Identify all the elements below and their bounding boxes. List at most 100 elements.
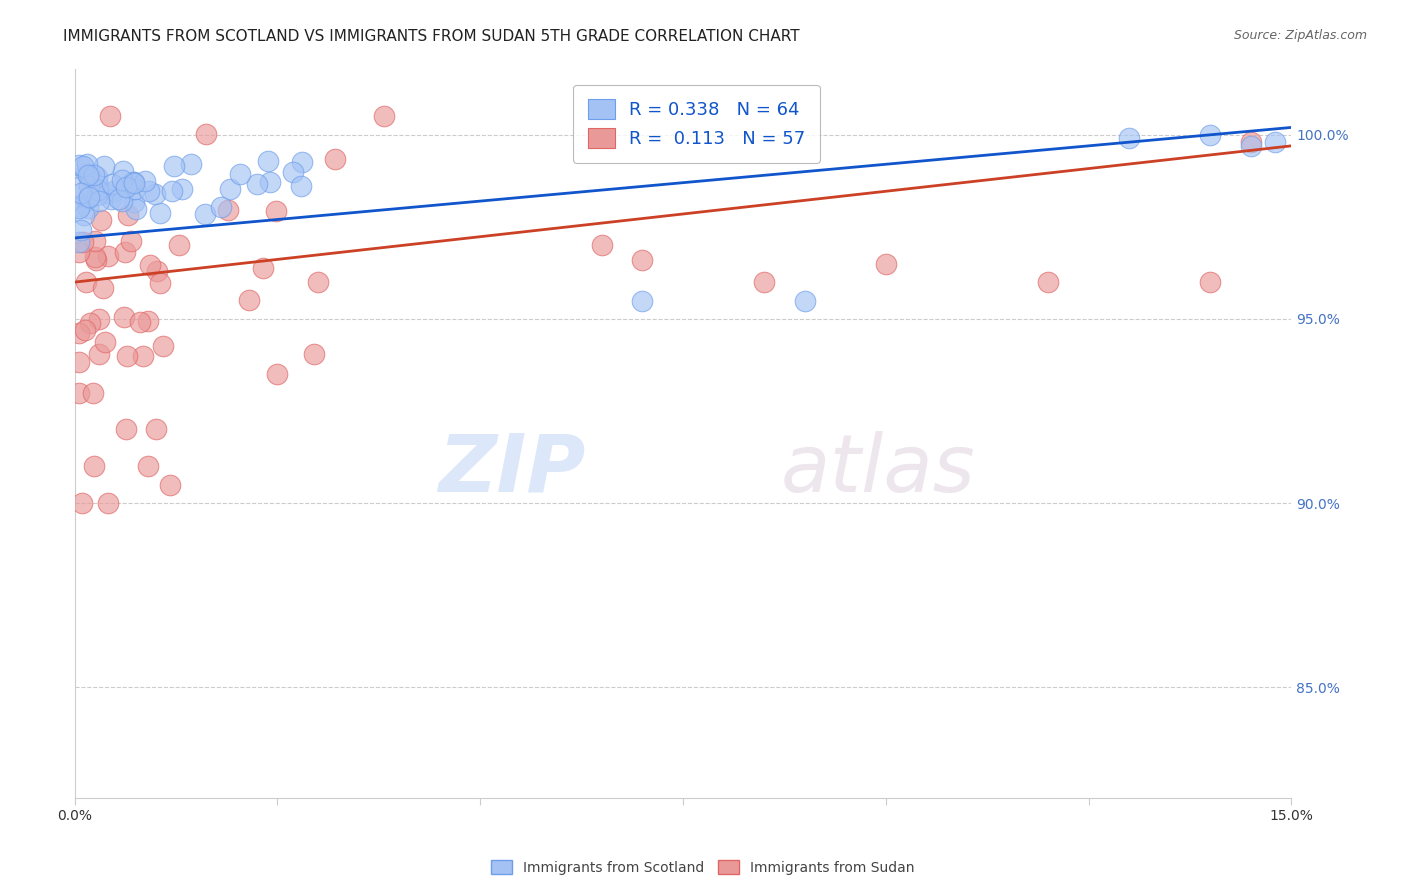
Point	[77, 168, 100, 182]
Point	[129, 314, 152, 328]
Point	[67, 385, 90, 400]
Point	[229, 167, 252, 181]
Point	[122, 194, 145, 209]
Point	[75, 166, 97, 180]
Point	[152, 339, 174, 353]
Point	[1199, 128, 1222, 142]
Point	[83, 250, 105, 264]
Point	[180, 157, 202, 171]
Point	[132, 349, 155, 363]
Point	[67, 201, 90, 215]
Point	[67, 199, 90, 213]
Point	[146, 263, 169, 277]
Point	[252, 261, 274, 276]
Point	[75, 275, 97, 289]
Point	[631, 293, 654, 308]
Point	[110, 194, 132, 209]
Point	[76, 157, 98, 171]
Point	[125, 202, 148, 216]
Point	[87, 312, 110, 326]
Point	[209, 201, 232, 215]
Point	[163, 159, 186, 173]
Point	[83, 459, 105, 474]
Point	[136, 459, 159, 474]
Point	[77, 190, 100, 204]
Point	[122, 176, 145, 190]
Point	[77, 178, 100, 193]
Legend: Immigrants from Scotland, Immigrants from Sudan: Immigrants from Scotland, Immigrants fro…	[485, 855, 921, 880]
Point	[70, 223, 93, 237]
Point	[752, 275, 775, 289]
Point	[83, 168, 105, 182]
Point	[259, 175, 281, 189]
Point	[75, 323, 97, 337]
Point	[373, 109, 395, 123]
Point	[323, 152, 346, 166]
Text: atlas: atlas	[780, 431, 976, 508]
Point	[67, 326, 90, 341]
Point	[87, 194, 110, 209]
Point	[94, 335, 117, 350]
Point	[100, 109, 122, 123]
Point	[122, 175, 145, 189]
Point	[112, 310, 135, 324]
Point	[94, 186, 117, 200]
Point	[69, 186, 91, 200]
Point	[290, 179, 312, 194]
Point	[82, 385, 104, 400]
Point	[134, 174, 156, 188]
Point	[89, 347, 111, 361]
Point	[291, 154, 314, 169]
Point	[124, 182, 146, 196]
Point	[1240, 139, 1263, 153]
Point	[115, 180, 138, 194]
Point	[1118, 131, 1140, 145]
Point	[875, 257, 897, 271]
Point	[67, 180, 90, 194]
Point	[117, 208, 139, 222]
Point	[90, 213, 112, 227]
Point	[219, 182, 242, 196]
Point	[591, 238, 613, 252]
Point	[1199, 275, 1222, 289]
Point	[70, 496, 93, 510]
Point	[120, 234, 142, 248]
Point	[103, 185, 125, 199]
Text: Source: ZipAtlas.com: Source: ZipAtlas.com	[1233, 29, 1367, 42]
Point	[91, 281, 114, 295]
Point	[67, 244, 90, 259]
Point	[1264, 135, 1286, 149]
Point	[169, 238, 191, 252]
Point	[67, 235, 90, 249]
Point	[84, 253, 107, 268]
Point	[124, 175, 146, 189]
Point	[79, 168, 101, 182]
Point	[72, 235, 94, 249]
Point	[114, 422, 136, 436]
Point	[114, 244, 136, 259]
Point	[143, 186, 166, 201]
Point	[76, 201, 98, 215]
Text: ZIP: ZIP	[439, 431, 586, 508]
Point	[304, 347, 326, 361]
Point	[246, 178, 269, 192]
Point	[1036, 275, 1059, 289]
Point	[149, 276, 172, 290]
Point	[100, 192, 122, 206]
Point	[87, 178, 110, 193]
Point	[217, 203, 239, 218]
Point	[1240, 135, 1263, 149]
Point	[84, 234, 107, 248]
Point	[97, 249, 120, 263]
Point	[238, 293, 260, 308]
Point	[79, 316, 101, 330]
Point	[111, 173, 134, 187]
Point	[136, 314, 159, 328]
Point	[86, 169, 108, 184]
Point	[76, 191, 98, 205]
Point	[266, 367, 288, 381]
Point	[139, 259, 162, 273]
Text: IMMIGRANTS FROM SCOTLAND VS IMMIGRANTS FROM SUDAN 5TH GRADE CORRELATION CHART: IMMIGRANTS FROM SCOTLAND VS IMMIGRANTS F…	[63, 29, 800, 44]
Point	[86, 188, 108, 202]
Legend: R = 0.338   N = 64, R =  0.113   N = 57: R = 0.338 N = 64, R = 0.113 N = 57	[574, 85, 820, 162]
